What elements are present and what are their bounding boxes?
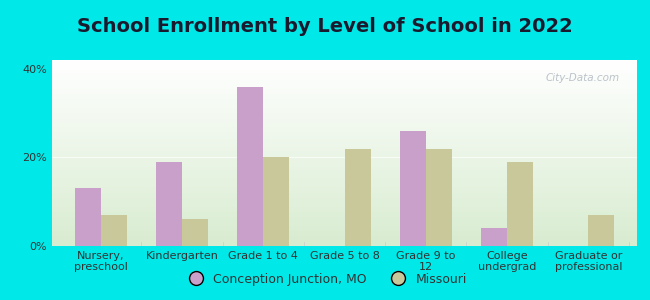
Bar [344,148,370,246]
Bar [263,158,289,246]
Bar [400,131,426,246]
Text: City-Data.com: City-Data.com [545,73,619,83]
Legend: Conception Junction, MO, Missouri: Conception Junction, MO, Missouri [178,268,472,291]
Bar [75,188,101,246]
Bar [156,162,182,246]
Bar [481,228,507,246]
Text: School Enrollment by Level of School in 2022: School Enrollment by Level of School in … [77,17,573,37]
Bar [507,162,533,246]
Bar [426,148,452,246]
Bar [588,215,614,246]
Bar [182,219,208,246]
Bar [101,215,127,246]
Bar [237,87,263,246]
